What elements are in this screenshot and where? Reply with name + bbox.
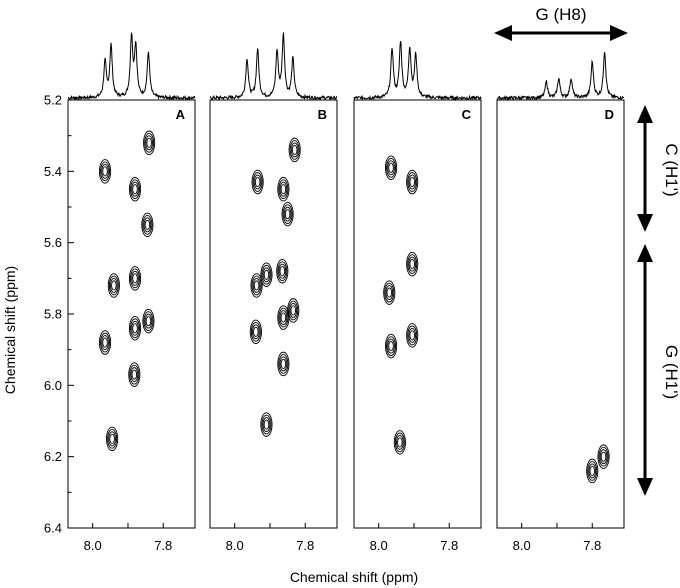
contour-peak-c-6	[384, 333, 398, 359]
contour-peak-c-2	[406, 169, 419, 195]
spectrum-trace-a	[67, 32, 196, 102]
contour-peak-b-3	[277, 176, 290, 202]
contour-peak-a-1	[143, 130, 156, 156]
annotation-g-h1-label: G (H1')	[662, 345, 680, 399]
panel-frames: A B C D	[67, 99, 625, 529]
contour-peaks	[98, 130, 610, 484]
panel-label-c: C	[462, 107, 472, 122]
panel-frame-b	[209, 99, 338, 529]
y-axis: 5.2 5.4 5.6 5.8 6.0 6.2 6.4	[44, 93, 74, 536]
spectra-layer	[67, 32, 624, 102]
contour-peak-b-7	[276, 258, 289, 284]
y-tick-label: 5.4	[44, 164, 62, 179]
contour-peak-b-12	[260, 412, 273, 437]
contour-peak-b-5	[250, 273, 263, 298]
contour-peak-d-1	[586, 458, 599, 484]
contour-peak-a-9	[98, 330, 112, 355]
x-axis: 8.0 7.8 8.0 7.8 8.0 7.8 8.0 7.8	[84, 523, 601, 553]
contour-peak-a-11	[106, 426, 119, 452]
contour-peak-a-7	[142, 308, 155, 334]
contour-peak-b-9	[287, 298, 300, 323]
panel-label-a: A	[176, 107, 186, 122]
contour-peak-c-1	[384, 155, 398, 181]
annotation-g-h8-label: G (H8)	[536, 5, 587, 24]
contour-peak-a-5	[107, 273, 120, 298]
contour-peak-b-1	[288, 137, 301, 163]
contour-peak-b-10	[249, 319, 262, 345]
contour-peak-b-4	[281, 201, 294, 227]
y-tick-label: 5.8	[44, 307, 62, 322]
panel-frame-a	[67, 99, 196, 529]
annotation-g-h1: G (H1')	[637, 244, 680, 496]
contour-peak-b-2	[251, 169, 264, 195]
panel-label-b: B	[318, 107, 327, 122]
x-tick-label: 8.0	[84, 538, 102, 553]
y-tick-label: 6.2	[44, 449, 62, 464]
panel-frame-c	[353, 99, 482, 529]
contour-peak-a-4	[141, 212, 154, 238]
contour-peak-c-5	[406, 323, 419, 348]
panel-frame-d	[496, 99, 625, 529]
x-tick-label: 7.8	[440, 538, 458, 553]
spectrum-trace-c	[353, 40, 482, 102]
contour-peak-a-3	[128, 176, 142, 202]
y-tick-label: 6.0	[44, 378, 62, 393]
annotation-g-h8: G (H8)	[494, 5, 628, 41]
x-tick-label: 8.0	[226, 538, 244, 553]
y-tick-label: 6.4	[44, 521, 62, 536]
x-tick-label: 7.8	[296, 538, 314, 553]
contour-peak-b-11	[277, 351, 290, 377]
panel-label-d: D	[605, 107, 614, 122]
x-tick-label: 8.0	[513, 538, 531, 553]
contour-peak-a-8	[128, 316, 142, 341]
x-tick-label: 7.8	[154, 538, 172, 553]
contour-peak-a-6	[128, 266, 142, 291]
contour-peak-b-6	[260, 262, 273, 288]
annotation-c-h1: C (H1')	[637, 105, 680, 232]
contour-peak-c-3	[406, 251, 419, 277]
annotation-c-h1-label: C (H1')	[662, 143, 680, 196]
contour-peak-a-2	[98, 159, 112, 184]
x-tick-label: 8.0	[370, 538, 388, 553]
y-tick-label: 5.6	[44, 235, 62, 250]
contour-peak-c-4	[383, 280, 396, 305]
contour-peak-a-10	[128, 362, 141, 387]
x-tick-label: 7.8	[583, 538, 601, 553]
y-tick-label: 5.2	[44, 93, 62, 108]
spectrum-trace-b	[209, 32, 338, 102]
contour-peak-c-7	[393, 430, 406, 455]
spectrum-trace-d	[496, 52, 624, 102]
x-axis-label: Chemical shift (ppm)	[290, 569, 418, 585]
contour-peak-d-2	[597, 444, 610, 469]
y-axis-label: Chemical shift (ppm)	[2, 266, 18, 394]
